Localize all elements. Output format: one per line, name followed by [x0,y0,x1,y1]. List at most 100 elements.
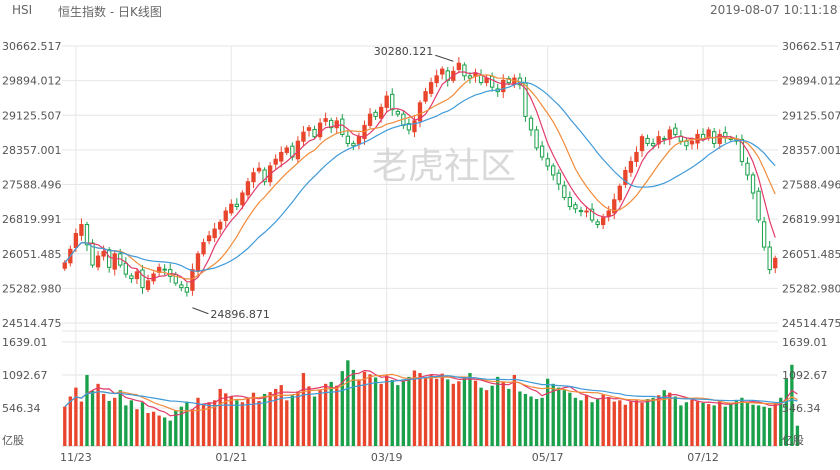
candle-body [489,75,495,88]
candle-body [251,172,256,183]
volume-bar [434,378,439,446]
candle-body [562,185,567,198]
volume-bar [107,400,111,446]
candle-body [140,269,145,289]
price-tick-label-right: 29894.012 [782,75,840,88]
candle-body [262,169,267,183]
volume-bar [418,373,422,446]
candle-body [279,151,284,162]
symbol-label: HSI [12,3,33,17]
candle-body [223,210,228,221]
volume-bar [351,369,356,446]
candle-body [567,196,573,208]
volume-bar [640,402,644,446]
volume-bar [584,395,589,446]
candle-body [73,233,79,249]
volume-bar [246,397,250,446]
candle-body [301,131,306,142]
volume-bar [462,377,467,446]
volume-bar [346,360,350,446]
volume-bar [340,371,344,446]
volume-bar [634,400,639,446]
candle-body [745,162,750,176]
volume-bar [518,391,522,446]
volume-bar [229,396,233,446]
volume-bar [96,383,100,446]
candle-body [218,221,223,230]
timestamp: 2019-08-07 10:11:18 [710,3,838,17]
volume-bar [146,413,150,446]
volume-bar [174,410,178,446]
candle-body [384,95,389,108]
volume-bar [734,400,739,446]
candle-body [351,142,356,147]
price-tick-label-right: 26051.485 [782,248,840,261]
volume-bar [607,397,611,446]
volume-bar [690,399,694,446]
volume-bar [795,425,800,446]
volume-bar [407,376,411,446]
watermark: 老虎社区 [372,146,516,187]
candle-body [134,271,140,280]
volume-bar [695,401,700,446]
candle-body [378,106,384,119]
volume-bar [190,409,195,446]
candle-body [112,253,117,270]
volume-bar [251,392,256,446]
volume-bar [140,402,145,446]
volume-bar [668,392,672,446]
volume-bar [490,385,494,446]
price-tick-label-left: 30662.517 [2,40,62,53]
volume-unit-left: 亿股 [2,434,24,447]
ma10-line [64,74,776,280]
volume-bar [507,388,511,446]
annotation-leader [435,54,454,62]
volume-bar [496,376,500,446]
candle-body [423,91,428,102]
candle-body [101,251,106,257]
volume-bar [290,395,295,446]
price-tick-label-right: 27588.496 [782,179,840,192]
candle-body [184,287,190,293]
candle-body [367,113,373,126]
candle-body [645,137,650,144]
x-tick-label: 05/17 [532,451,564,464]
candle-body [617,185,622,201]
volume-bar [335,385,339,446]
candle-body [556,172,561,185]
volume-bar [451,383,455,446]
volume-bar [718,401,722,446]
x-tick-label: 01/21 [215,451,247,464]
volume-bar [307,386,311,446]
candle-body [767,246,772,271]
volume-bar [207,402,211,446]
volume-bar [63,406,67,446]
candle-body [440,68,445,75]
candle-body [539,145,545,158]
volume-bar [784,378,788,446]
volume-bar [468,373,472,446]
candle-body [551,165,556,176]
candle-body [650,142,656,147]
volume-bars [63,360,800,446]
volume-bar [257,400,261,446]
candle-body [623,169,628,185]
volume-unit-right: 亿股 [782,434,804,447]
candle-body [417,102,423,122]
moving-averages [64,71,798,417]
volume-bar [523,393,528,446]
candle-body [123,262,128,275]
ma20-line [64,81,776,272]
candle-body [373,111,378,117]
candle-body [739,138,745,162]
volume-bar [163,417,167,446]
price-tick-label-left: 26819.991 [2,213,62,226]
volume-bar [240,402,245,446]
volume-bar [262,393,267,446]
candle-body [212,228,217,239]
candle-body [501,79,506,93]
price-tick-label-left: 29894.012 [2,75,62,88]
price-tick-label-left: 29125.507 [2,109,62,122]
candle-body [256,167,262,172]
